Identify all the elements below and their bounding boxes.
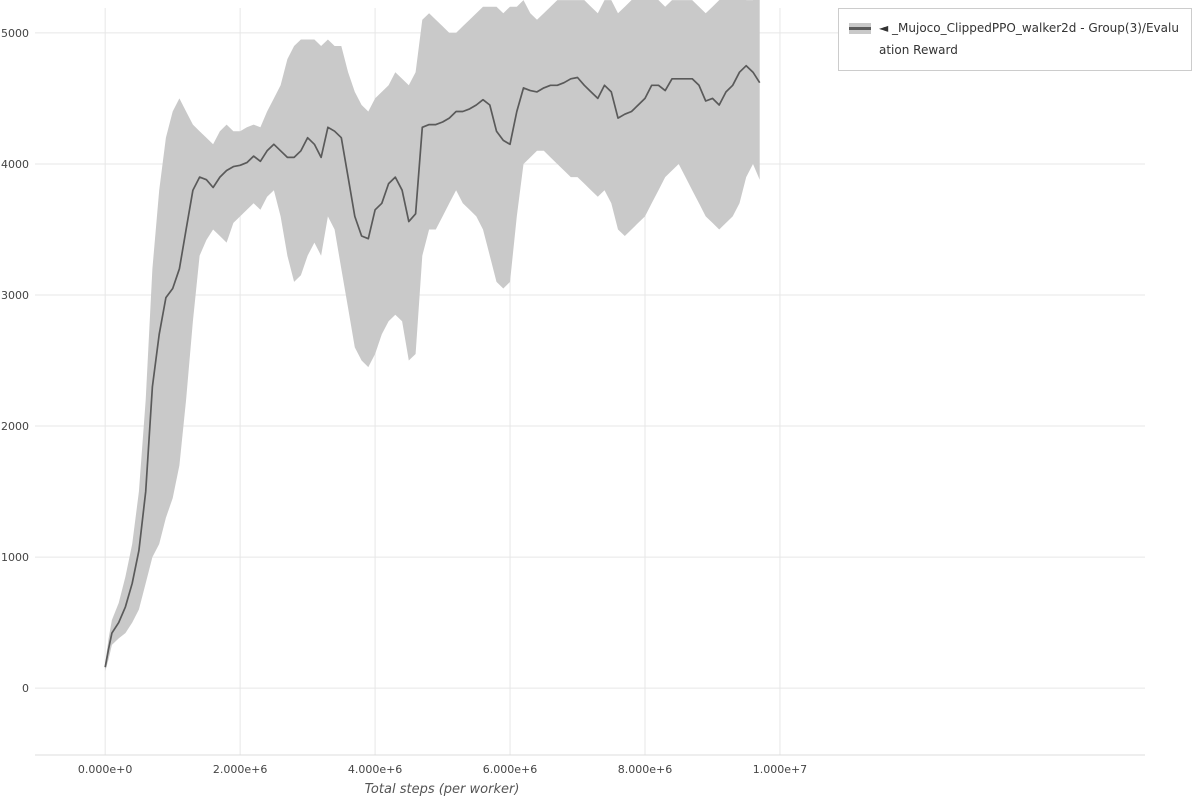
y-tick-label: 1000 bbox=[1, 551, 29, 564]
series-swatch-icon bbox=[849, 23, 871, 34]
legend-item[interactable]: ◄ _Mujoco_ClippedPPO_walker2d - Group(3)… bbox=[838, 8, 1192, 72]
y-tick-label: 5000 bbox=[1, 27, 29, 40]
y-tick-label: 2000 bbox=[1, 420, 29, 433]
legend-label: ◄ _Mujoco_ClippedPPO_walker2d - Group(3)… bbox=[879, 21, 1179, 57]
reward-band bbox=[105, 0, 760, 672]
x-tick-label: 2.000e+6 bbox=[213, 763, 267, 776]
x-tick-label: 0.000e+0 bbox=[78, 763, 132, 776]
x-tick-label: 4.000e+6 bbox=[348, 763, 402, 776]
x-tick-label: 8.000e+6 bbox=[618, 763, 672, 776]
mean-reward-line bbox=[104, 64, 761, 668]
x-tick-label: 1.000e+7 bbox=[753, 763, 807, 776]
y-tick-label: 4000 bbox=[1, 158, 29, 171]
y-tick-label: 3000 bbox=[1, 289, 29, 302]
y-tick-label: 0 bbox=[22, 682, 29, 695]
x-tick-label: 6.000e+6 bbox=[483, 763, 537, 776]
x-axis-label: Total steps (per worker) bbox=[364, 782, 520, 797]
